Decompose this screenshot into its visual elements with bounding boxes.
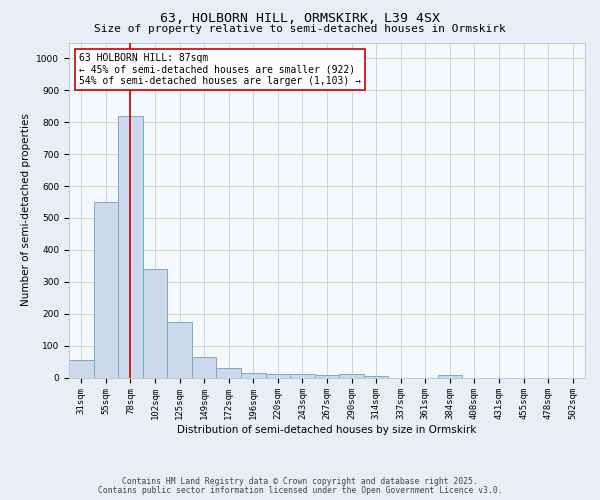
- Text: Contains public sector information licensed under the Open Government Licence v3: Contains public sector information licen…: [98, 486, 502, 495]
- Bar: [192, 357, 217, 378]
- X-axis label: Distribution of semi-detached houses by size in Ormskirk: Distribution of semi-detached houses by …: [178, 425, 476, 435]
- Bar: [339, 374, 364, 378]
- Bar: [364, 376, 388, 378]
- Bar: [167, 322, 192, 378]
- Bar: [143, 269, 167, 378]
- Bar: [118, 116, 143, 378]
- Text: 63, HOLBORN HILL, ORMSKIRK, L39 4SX: 63, HOLBORN HILL, ORMSKIRK, L39 4SX: [160, 12, 440, 26]
- Bar: [266, 374, 290, 378]
- Bar: [437, 376, 462, 378]
- Bar: [69, 360, 94, 378]
- Y-axis label: Number of semi-detached properties: Number of semi-detached properties: [21, 114, 31, 306]
- Bar: [217, 368, 241, 378]
- Bar: [315, 375, 339, 378]
- Bar: [241, 372, 266, 378]
- Text: Size of property relative to semi-detached houses in Ormskirk: Size of property relative to semi-detach…: [94, 24, 506, 34]
- Text: Contains HM Land Registry data © Crown copyright and database right 2025.: Contains HM Land Registry data © Crown c…: [122, 477, 478, 486]
- Bar: [290, 374, 315, 378]
- Text: 63 HOLBORN HILL: 87sqm
← 45% of semi-detached houses are smaller (922)
54% of se: 63 HOLBORN HILL: 87sqm ← 45% of semi-det…: [79, 52, 361, 86]
- Bar: [94, 202, 118, 378]
